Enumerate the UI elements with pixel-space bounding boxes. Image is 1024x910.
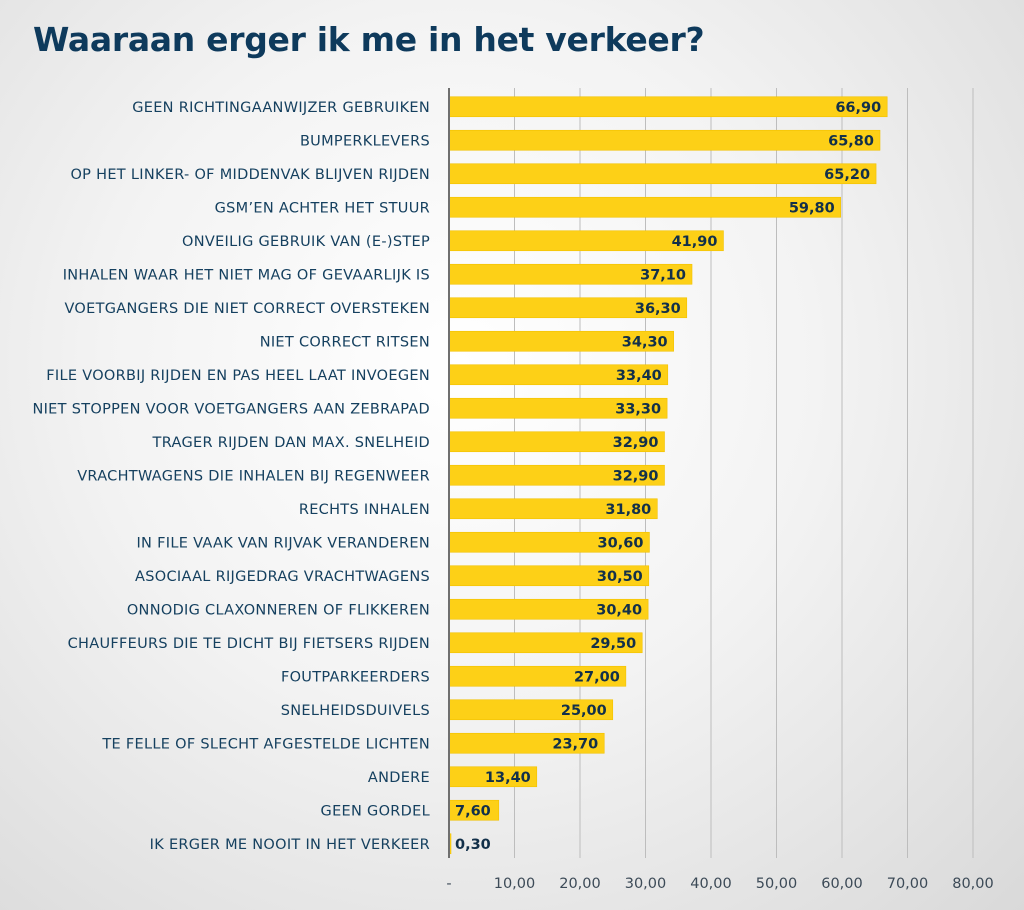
bar [448, 196, 841, 218]
category-label: IK ERGER ME NOOIT IN HET VERKEER [150, 837, 430, 853]
value-label: 7,60 [455, 803, 491, 819]
value-label: 30,40 [596, 602, 642, 618]
value-label: 30,60 [598, 535, 644, 551]
value-label: 32,90 [613, 468, 659, 484]
value-label: 65,80 [828, 133, 874, 149]
value-label: 29,50 [590, 636, 636, 652]
x-tick-labels: - 10,00 20,00 30,00 40,00 50,00 60,00 70,00 80,0… [446, 876, 993, 892]
bars [448, 96, 888, 855]
value-label: 31,80 [605, 502, 651, 518]
category-label: TRAGER RIJDEN DAN MAX. SNELHEID [152, 435, 430, 451]
value-label: 59,80 [789, 200, 835, 216]
x-tick-label: 50,00 [756, 876, 798, 892]
bar [448, 96, 888, 118]
category-label: IN FILE VAAK VAN RIJVAK VERANDEREN [136, 535, 430, 551]
value-label: 66,90 [835, 100, 881, 116]
category-label: ANDERE [368, 770, 430, 786]
category-label: ONVEILIG GEBRUIK VAN (E-)STEP [182, 234, 430, 250]
category-label: GEEN GORDEL [321, 803, 430, 819]
x-tick-label: 80,00 [952, 876, 994, 892]
value-label: 25,00 [561, 703, 607, 719]
category-label: OP HET LINKER- OF MIDDENVAK BLIJVEN RIJD… [70, 167, 430, 183]
value-label: 37,10 [640, 267, 686, 283]
value-label: 13,40 [485, 770, 531, 786]
value-label: 33,30 [615, 401, 661, 417]
x-tick-label: 30,00 [625, 876, 667, 892]
category-label: BUMPERKLEVERS [300, 133, 430, 149]
value-label: 0,30 [455, 837, 491, 853]
value-label: 33,40 [616, 368, 662, 384]
value-label: 65,20 [824, 167, 870, 183]
value-labels: 66,90 65,80 65,20 59,80 41,90 37,10 36,30 34,30… [455, 100, 881, 853]
category-label: FOUTPARKEERDERS [281, 669, 430, 685]
value-label: 41,90 [672, 234, 718, 250]
x-tick-label: 70,00 [887, 876, 929, 892]
category-label: FILE VOORBIJ RIJDEN EN PAS HEEL LAAT INV… [46, 368, 430, 384]
x-tick-label: 10,00 [494, 876, 536, 892]
x-tick-label: 40,00 [690, 876, 732, 892]
category-label: INHALEN WAAR HET NIET MAG OF GEVAARLIJK … [63, 267, 430, 283]
value-label: 36,30 [635, 301, 681, 317]
category-label: NIET STOPPEN VOOR VOETGANGERS AAN ZEBRAP… [32, 401, 430, 417]
category-labels: GEEN RICHTINGAANWIJZER GEBRUIKEN BUMPERKL… [32, 100, 430, 853]
category-label: ASOCIAAL RIJGEDRAG VRACHTWAGENS [135, 569, 430, 585]
value-label: 32,90 [613, 435, 659, 451]
x-tick-label: 60,00 [821, 876, 863, 892]
value-label: 23,70 [552, 736, 598, 752]
category-label: TE FELLE OF SLECHT AFGESTELDE LICHTEN [101, 736, 430, 752]
value-label: 30,50 [597, 569, 643, 585]
category-label: GSM’EN ACHTER HET STUUR [215, 200, 430, 216]
category-label: RECHTS INHALEN [299, 502, 430, 518]
value-label: 34,30 [622, 334, 668, 350]
bar [448, 163, 877, 185]
chart-title: Waaraan erger ik me in het verkeer? [33, 20, 705, 59]
category-label: VOETGANGERS DIE NIET CORRECT OVERSTEKEN [64, 301, 430, 317]
category-label: SNELHEIDSDUIVELS [281, 703, 430, 719]
category-label: NIET CORRECT RITSEN [260, 334, 430, 350]
x-tick-label: - [446, 876, 451, 892]
category-label: CHAUFFEURS DIE TE DICHT BIJ FIETSERS RIJ… [68, 636, 430, 652]
x-tick-label: 20,00 [559, 876, 601, 892]
category-label: GEEN RICHTINGAANWIJZER GEBRUIKEN [132, 100, 430, 116]
category-label: VRACHTWAGENS DIE INHALEN BIJ REGENWEER [77, 468, 430, 484]
category-label: ONNODIG CLAXONNEREN OF FLIKKEREN [127, 602, 430, 618]
value-label: 27,00 [574, 669, 620, 685]
bar [448, 129, 881, 151]
